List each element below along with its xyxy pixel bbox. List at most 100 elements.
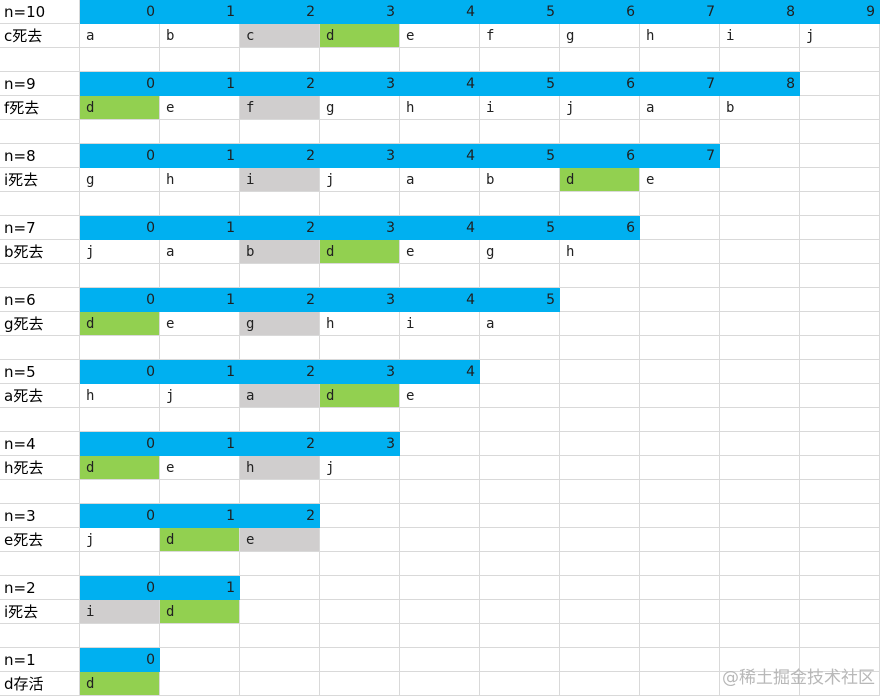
person-cell[interactable]: e xyxy=(400,24,480,48)
empty-cell[interactable] xyxy=(400,120,480,144)
empty-cell[interactable] xyxy=(480,264,560,288)
empty-cell[interactable] xyxy=(720,168,800,192)
empty-cell[interactable] xyxy=(640,384,720,408)
empty-cell[interactable] xyxy=(800,432,880,456)
empty-cell[interactable] xyxy=(640,264,720,288)
person-cell[interactable]: e xyxy=(160,96,240,120)
index-header-cell[interactable]: 4 xyxy=(400,216,480,240)
empty-cell[interactable] xyxy=(640,456,720,480)
empty-cell[interactable] xyxy=(720,600,800,624)
empty-cell[interactable] xyxy=(400,480,480,504)
person-cell[interactable]: i xyxy=(480,96,560,120)
empty-cell[interactable] xyxy=(400,624,480,648)
empty-cell[interactable] xyxy=(640,672,720,696)
empty-cell[interactable] xyxy=(0,336,80,360)
person-cell[interactable]: h xyxy=(640,24,720,48)
round-size-label[interactable]: n=7 xyxy=(0,216,80,240)
empty-cell[interactable] xyxy=(640,600,720,624)
empty-cell[interactable] xyxy=(640,336,720,360)
index-header-cell[interactable]: 9 xyxy=(800,0,880,24)
empty-cell[interactable] xyxy=(480,432,560,456)
empty-cell[interactable] xyxy=(560,456,640,480)
index-header-cell[interactable]: 2 xyxy=(240,432,320,456)
survivor-cell[interactable]: d xyxy=(80,96,160,120)
empty-cell[interactable] xyxy=(640,480,720,504)
empty-cell[interactable] xyxy=(560,624,640,648)
elimination-label[interactable]: f死去 xyxy=(0,96,80,120)
empty-cell[interactable] xyxy=(480,576,560,600)
empty-cell[interactable] xyxy=(640,648,720,672)
empty-cell[interactable] xyxy=(240,336,320,360)
person-cell[interactable]: h xyxy=(400,96,480,120)
empty-cell[interactable] xyxy=(320,528,400,552)
empty-cell[interactable] xyxy=(320,672,400,696)
empty-cell[interactable] xyxy=(800,456,880,480)
elimination-label[interactable]: a死去 xyxy=(0,384,80,408)
index-header-cell[interactable]: 2 xyxy=(240,144,320,168)
empty-cell[interactable] xyxy=(240,408,320,432)
empty-cell[interactable] xyxy=(640,408,720,432)
empty-cell[interactable] xyxy=(480,504,560,528)
empty-cell[interactable] xyxy=(240,552,320,576)
elimination-label[interactable]: h死去 xyxy=(0,456,80,480)
empty-cell[interactable] xyxy=(720,408,800,432)
empty-cell[interactable] xyxy=(480,528,560,552)
person-cell[interactable]: j xyxy=(800,24,880,48)
index-header-cell[interactable]: 0 xyxy=(80,576,160,600)
survivor-cell[interactable]: d xyxy=(320,384,400,408)
index-header-cell[interactable]: 6 xyxy=(560,144,640,168)
index-header-cell[interactable]: 4 xyxy=(400,144,480,168)
empty-cell[interactable] xyxy=(0,192,80,216)
empty-cell[interactable] xyxy=(640,288,720,312)
empty-cell[interactable] xyxy=(640,360,720,384)
person-cell[interactable]: e xyxy=(400,384,480,408)
index-header-cell[interactable]: 3 xyxy=(320,360,400,384)
index-header-cell[interactable]: 6 xyxy=(560,216,640,240)
removed-person-cell[interactable]: g xyxy=(240,312,320,336)
empty-cell[interactable] xyxy=(640,552,720,576)
index-header-cell[interactable]: 0 xyxy=(80,0,160,24)
index-header-cell[interactable]: 5 xyxy=(480,0,560,24)
empty-cell[interactable] xyxy=(560,552,640,576)
empty-cell[interactable] xyxy=(560,264,640,288)
empty-cell[interactable] xyxy=(400,192,480,216)
index-header-cell[interactable]: 5 xyxy=(480,72,560,96)
index-header-cell[interactable]: 3 xyxy=(320,144,400,168)
removed-person-cell[interactable]: b xyxy=(240,240,320,264)
index-header-cell[interactable]: 2 xyxy=(240,288,320,312)
empty-cell[interactable] xyxy=(800,240,880,264)
index-header-cell[interactable]: 4 xyxy=(400,360,480,384)
person-cell[interactable]: a xyxy=(400,168,480,192)
index-header-cell[interactable]: 3 xyxy=(320,216,400,240)
empty-cell[interactable] xyxy=(480,384,560,408)
empty-cell[interactable] xyxy=(480,120,560,144)
empty-cell[interactable] xyxy=(80,48,160,72)
person-cell[interactable]: j xyxy=(320,168,400,192)
empty-cell[interactable] xyxy=(400,432,480,456)
person-cell[interactable]: i xyxy=(400,312,480,336)
empty-cell[interactable] xyxy=(800,312,880,336)
empty-cell[interactable] xyxy=(800,216,880,240)
person-cell[interactable]: e xyxy=(160,312,240,336)
person-cell[interactable]: b xyxy=(720,96,800,120)
person-cell[interactable]: j xyxy=(560,96,640,120)
empty-cell[interactable] xyxy=(320,48,400,72)
empty-cell[interactable] xyxy=(320,120,400,144)
empty-cell[interactable] xyxy=(560,600,640,624)
empty-cell[interactable] xyxy=(240,264,320,288)
empty-cell[interactable] xyxy=(720,576,800,600)
person-cell[interactable]: g xyxy=(480,240,560,264)
index-header-cell[interactable]: 5 xyxy=(480,144,560,168)
empty-cell[interactable] xyxy=(320,624,400,648)
empty-cell[interactable] xyxy=(160,48,240,72)
empty-cell[interactable] xyxy=(80,264,160,288)
empty-cell[interactable] xyxy=(80,624,160,648)
index-header-cell[interactable]: 5 xyxy=(480,216,560,240)
empty-cell[interactable] xyxy=(800,648,880,672)
empty-cell[interactable] xyxy=(0,120,80,144)
survivor-cell[interactable]: d xyxy=(80,312,160,336)
empty-cell[interactable] xyxy=(320,504,400,528)
empty-cell[interactable] xyxy=(720,624,800,648)
round-size-label[interactable]: n=1 xyxy=(0,648,80,672)
index-header-cell[interactable]: 2 xyxy=(240,72,320,96)
